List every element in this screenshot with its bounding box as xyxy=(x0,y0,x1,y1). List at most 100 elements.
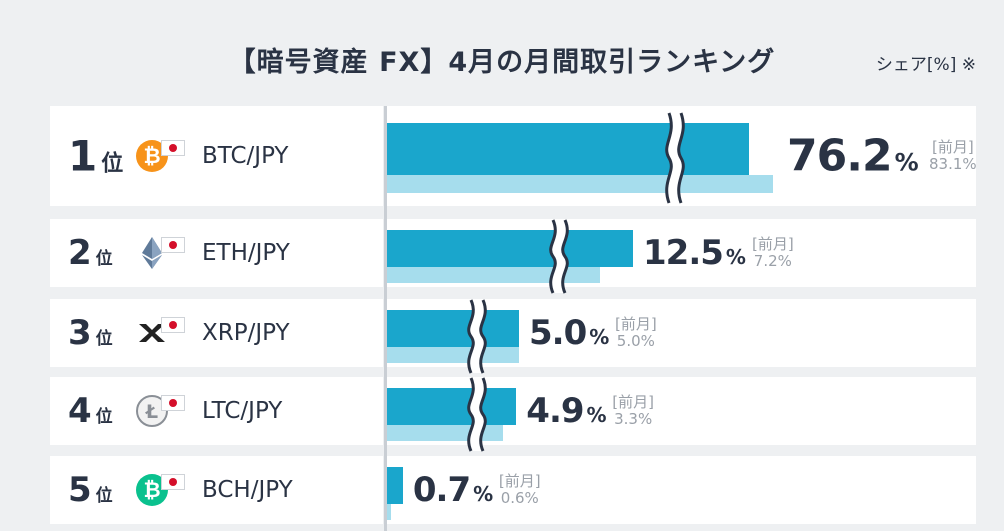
japan-flag-icon xyxy=(161,317,185,333)
previous-bar xyxy=(387,267,600,283)
previous-bar xyxy=(387,347,519,363)
rank-unit: 位 xyxy=(95,407,113,427)
axis-break-edge xyxy=(467,299,475,374)
axis-break-mark xyxy=(467,377,487,452)
percent-sign: % xyxy=(894,148,919,177)
row-bar-cell: 5.0% [前月] 5.0% xyxy=(387,299,976,374)
previous-percent: 3.3% xyxy=(614,410,653,428)
previous-value: [前月] 7.2% xyxy=(752,236,794,270)
rank-number: 5 xyxy=(68,470,92,510)
current-bar xyxy=(387,230,633,267)
percent-sign: % xyxy=(725,245,746,269)
axis-break-edge xyxy=(561,219,569,294)
rank-number: 3 xyxy=(68,313,92,353)
previous-month-label: [前月] xyxy=(931,138,974,156)
axis-break-edge xyxy=(665,112,673,204)
previous-percent: 5.0% xyxy=(616,332,655,350)
current-value: 0.7% xyxy=(413,470,493,510)
axis-break-mark xyxy=(665,112,685,204)
rank-number: 1 xyxy=(68,131,98,181)
previous-value: [前月] 83.1% xyxy=(929,139,977,173)
current-bar xyxy=(387,467,403,504)
rank-unit: 位 xyxy=(101,151,124,177)
pair-label: BCH/JPY xyxy=(202,477,293,503)
pair-label: XRP/JPY xyxy=(202,320,290,346)
previous-value: [前月] 5.0% xyxy=(615,316,657,350)
current-bar xyxy=(387,310,519,347)
previous-bar xyxy=(387,175,773,193)
axis-break-edge xyxy=(479,299,487,374)
current-bar xyxy=(387,123,749,175)
axis-divider xyxy=(384,106,387,531)
previous-value: [前月] 0.6% xyxy=(499,473,541,507)
percent-sign: % xyxy=(473,482,494,506)
row-bar-cell: 4.9% [前月] 3.3% xyxy=(387,377,976,452)
pair-label: ETH/JPY xyxy=(202,240,290,266)
current-percent: 0.7 xyxy=(412,470,471,510)
axis-break-edge xyxy=(549,219,557,294)
japan-flag-icon xyxy=(161,237,185,253)
previous-percent: 0.6% xyxy=(500,489,539,507)
previous-percent: 7.2% xyxy=(753,252,792,270)
previous-month-label: [前月] xyxy=(612,393,655,411)
axis-break-edge xyxy=(677,112,685,204)
pair-label: BTC/JPY xyxy=(202,143,289,169)
current-value: 12.5% xyxy=(643,233,746,273)
axis-break-edge xyxy=(479,377,487,452)
rank-number: 4 xyxy=(68,391,92,431)
svg-text:Ł: Ł xyxy=(145,401,158,423)
current-value: 76.2% xyxy=(787,131,919,182)
previous-month-label: [前月] xyxy=(615,315,657,333)
bitcoin-cash-icon: ₿ xyxy=(136,474,168,506)
percent-sign: % xyxy=(589,325,610,349)
row-bar-cell: 76.2% [前月] 83.1% xyxy=(387,106,977,206)
axis-break-mark xyxy=(467,299,487,374)
japan-flag-icon xyxy=(161,140,185,156)
chart-title: 【暗号資産 FX】4月の月間取引ランキング xyxy=(228,47,776,78)
current-percent: 4.9 xyxy=(526,391,584,431)
rank-unit: 位 xyxy=(95,249,113,269)
pair-label: LTC/JPY xyxy=(202,398,283,424)
previous-value: [前月] 3.3% xyxy=(612,394,654,428)
japan-flag-icon xyxy=(161,474,185,490)
japan-flag-icon xyxy=(161,395,185,411)
current-percent: 12.5 xyxy=(643,233,724,273)
rank-unit: 位 xyxy=(95,486,113,506)
rank-number: 2 xyxy=(68,233,92,273)
ethereum-icon xyxy=(142,237,162,269)
axis-break-mark xyxy=(549,219,569,294)
row-bar-cell: 12.5% [前月] 7.2% xyxy=(387,219,976,294)
row-bar-cell: 0.7% [前月] 0.6% xyxy=(387,456,976,524)
percent-sign: % xyxy=(586,403,607,427)
current-percent: 5.0 xyxy=(529,313,587,353)
current-value: 5.0% xyxy=(529,313,609,353)
rank-unit: 位 xyxy=(95,329,113,349)
svg-text:₿: ₿ xyxy=(143,144,160,168)
previous-bar xyxy=(387,504,391,520)
previous-month-label: [前月] xyxy=(752,235,794,253)
current-percent: 76.2 xyxy=(787,130,893,182)
svg-text:₿: ₿ xyxy=(143,478,160,502)
share-unit-label: シェア[%] ※ xyxy=(875,55,976,75)
bitcoin-icon: ₿ xyxy=(136,140,168,172)
axis-break-edge xyxy=(467,377,475,452)
current-bar xyxy=(387,388,517,425)
previous-month-label: [前月] xyxy=(498,472,541,490)
previous-percent: 83.1% xyxy=(929,155,977,173)
litecoin-icon: Ł xyxy=(136,395,168,427)
xrp-icon xyxy=(139,324,165,342)
